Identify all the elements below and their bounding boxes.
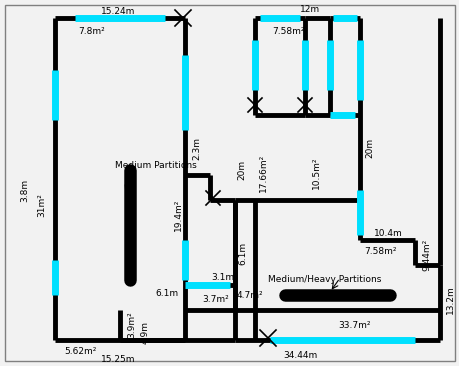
Text: 7.58m²: 7.58m² xyxy=(363,247,395,257)
Text: 4.9m: 4.9m xyxy=(140,321,149,344)
Text: 13.2m: 13.2m xyxy=(444,285,453,314)
Text: 20m: 20m xyxy=(365,138,374,158)
Text: Medium Partitions: Medium Partitions xyxy=(115,161,196,169)
Text: 7.58m²: 7.58m² xyxy=(271,27,304,37)
Text: 9.44m²: 9.44m² xyxy=(421,239,431,271)
Text: 3.7m²: 3.7m² xyxy=(202,295,229,305)
Text: 3.9m²: 3.9m² xyxy=(127,311,136,339)
Text: 10.4m: 10.4m xyxy=(373,228,402,238)
Text: 4.7m²: 4.7m² xyxy=(236,291,263,299)
Text: 6.1m: 6.1m xyxy=(155,290,178,299)
Text: 31m²: 31m² xyxy=(38,193,46,217)
Text: 33.7m²: 33.7m² xyxy=(338,321,370,329)
Text: 34.44m: 34.44m xyxy=(282,351,316,359)
Text: 15.24m: 15.24m xyxy=(101,7,135,15)
Text: 10.5m²: 10.5m² xyxy=(311,157,320,189)
Text: 2.3m: 2.3m xyxy=(192,137,201,160)
Text: 7.8m²: 7.8m² xyxy=(78,27,105,37)
Text: 12m: 12m xyxy=(299,5,319,15)
Text: Medium/Heavy Partitions: Medium/Heavy Partitions xyxy=(268,276,381,284)
Text: 15.25m: 15.25m xyxy=(101,355,135,365)
Text: 20m: 20m xyxy=(237,160,246,180)
Text: 19.4m²: 19.4m² xyxy=(173,199,182,231)
Text: 3.1m: 3.1m xyxy=(211,273,234,283)
Text: 5.62m²: 5.62m² xyxy=(64,347,96,356)
Text: 6.1m: 6.1m xyxy=(238,242,247,265)
Text: 3.8m: 3.8m xyxy=(21,179,29,202)
Text: 17.66m²: 17.66m² xyxy=(258,154,267,192)
